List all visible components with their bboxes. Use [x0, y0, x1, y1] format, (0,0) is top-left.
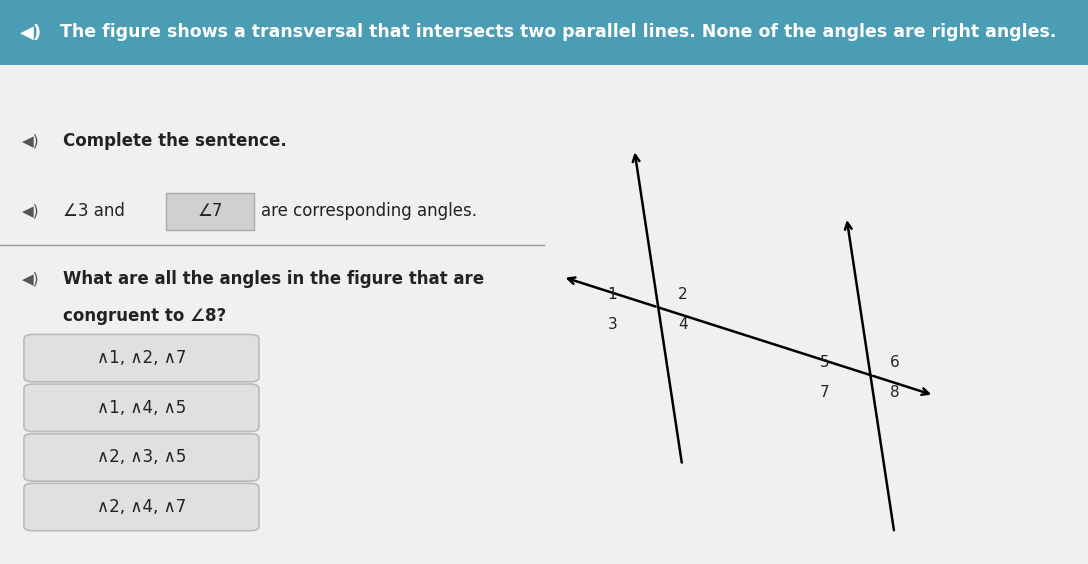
Text: ∠7: ∠7: [197, 202, 223, 221]
Text: ◀): ◀): [22, 204, 39, 219]
Text: ∧2, ∧4, ∧7: ∧2, ∧4, ∧7: [97, 498, 186, 516]
Text: 4: 4: [678, 318, 688, 332]
FancyBboxPatch shape: [24, 483, 259, 531]
Text: The figure shows a transversal that intersects two parallel lines. None of the a: The figure shows a transversal that inte…: [60, 24, 1056, 41]
Text: 5: 5: [820, 355, 829, 370]
Text: Complete the sentence.: Complete the sentence.: [63, 132, 287, 150]
Text: are corresponding angles.: are corresponding angles.: [261, 202, 478, 221]
Text: 6: 6: [890, 355, 900, 370]
Text: 1: 1: [608, 287, 617, 302]
Text: ∠3 and: ∠3 and: [63, 202, 125, 221]
Text: What are all the angles in the figure that are: What are all the angles in the figure th…: [63, 270, 484, 288]
Text: 8: 8: [890, 385, 900, 400]
Text: 7: 7: [820, 385, 829, 400]
FancyBboxPatch shape: [24, 434, 259, 481]
FancyBboxPatch shape: [0, 0, 1088, 65]
Text: ∧1, ∧4, ∧5: ∧1, ∧4, ∧5: [97, 399, 186, 417]
Text: ◀): ◀): [20, 24, 41, 41]
Text: congruent to ∠8?: congruent to ∠8?: [63, 307, 226, 325]
FancyBboxPatch shape: [24, 334, 259, 382]
Text: 3: 3: [608, 318, 617, 332]
FancyBboxPatch shape: [166, 193, 254, 230]
Text: ◀): ◀): [22, 272, 39, 287]
Text: ∧2, ∧3, ∧5: ∧2, ∧3, ∧5: [97, 448, 186, 466]
Text: 2: 2: [678, 287, 688, 302]
FancyBboxPatch shape: [24, 384, 259, 431]
Text: ∧1, ∧2, ∧7: ∧1, ∧2, ∧7: [97, 349, 186, 367]
Text: ◀): ◀): [22, 134, 39, 148]
